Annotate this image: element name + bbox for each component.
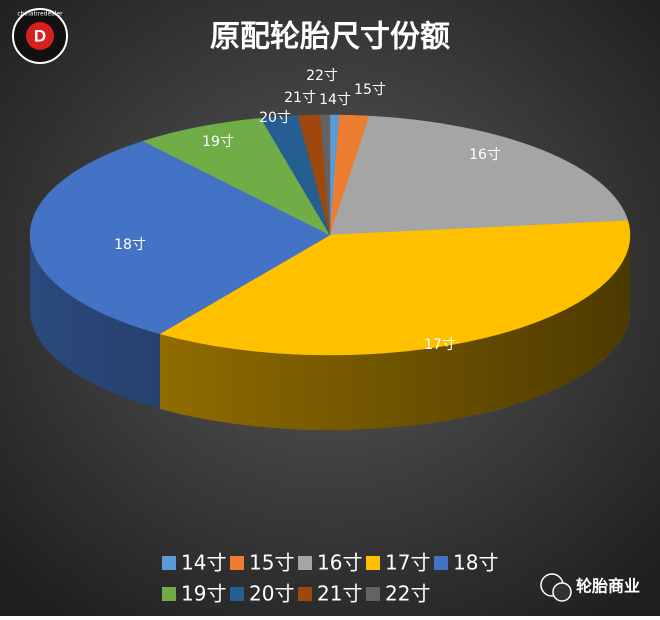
logo-text: chinatiredealer xyxy=(17,11,63,18)
slice-label: 21寸 xyxy=(284,90,316,106)
legend-label: 21寸 xyxy=(317,582,362,606)
svg-text:D: D xyxy=(34,26,46,45)
legend-label: 17寸 xyxy=(385,551,430,575)
legend-label: 14寸 xyxy=(181,551,226,575)
pie-slice xyxy=(320,114,331,236)
legend-label: 18寸 xyxy=(453,551,498,575)
legend-swatch xyxy=(298,556,312,570)
slice-label: 15寸 xyxy=(354,82,386,98)
slice-label: 22寸 xyxy=(306,68,338,84)
slice-label: 17寸 xyxy=(424,337,456,353)
legend-swatch xyxy=(230,587,244,601)
slice-label: 20寸 xyxy=(259,110,291,126)
legend-swatch xyxy=(162,587,176,601)
legend-label: 15寸 xyxy=(249,551,294,575)
legend-swatch xyxy=(230,556,244,570)
legend-swatch xyxy=(366,587,380,601)
legend-label: 16寸 xyxy=(317,551,362,575)
slice-label: 14寸 xyxy=(319,92,351,108)
slice-label: 19寸 xyxy=(202,134,234,150)
watermark-text: 轮胎商业 xyxy=(576,577,640,596)
chart-title: 原配轮胎尺寸份额 xyxy=(210,20,450,55)
pie-slice xyxy=(142,117,331,236)
side-shading xyxy=(30,235,630,430)
legend-label: 22寸 xyxy=(385,582,430,606)
legend-label: 19寸 xyxy=(181,582,226,606)
slice-label: 16寸 xyxy=(469,147,501,163)
slice-label: 18寸 xyxy=(114,237,146,253)
legend-swatch xyxy=(298,587,312,601)
legend-swatch xyxy=(162,556,176,570)
pie-slice xyxy=(29,140,331,335)
legend-label: 20寸 xyxy=(249,582,294,606)
logo: D chinatiredealer xyxy=(12,8,68,64)
watermark: 轮胎商业 xyxy=(540,573,640,602)
pie-slice xyxy=(329,115,629,236)
legend-swatch xyxy=(366,556,380,570)
legend-swatch xyxy=(434,556,448,570)
pie-slice xyxy=(159,220,631,356)
